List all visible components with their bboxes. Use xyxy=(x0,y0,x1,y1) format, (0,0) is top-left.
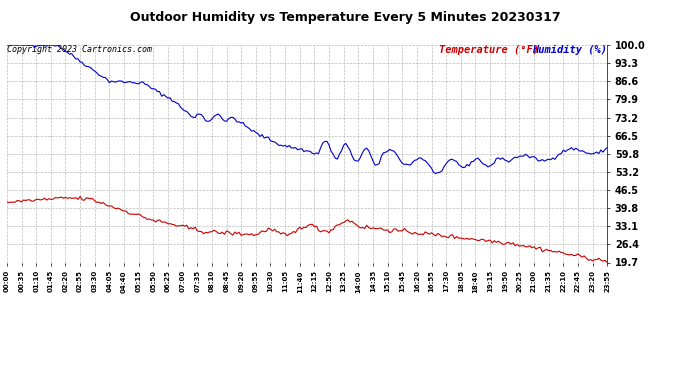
Text: Copyright 2023 Cartronics.com: Copyright 2023 Cartronics.com xyxy=(7,45,152,54)
Text: Outdoor Humidity vs Temperature Every 5 Minutes 20230317: Outdoor Humidity vs Temperature Every 5 … xyxy=(130,11,560,24)
Text: Humidity (%): Humidity (%) xyxy=(532,45,607,55)
Text: Temperature (°F): Temperature (°F) xyxy=(439,45,539,55)
